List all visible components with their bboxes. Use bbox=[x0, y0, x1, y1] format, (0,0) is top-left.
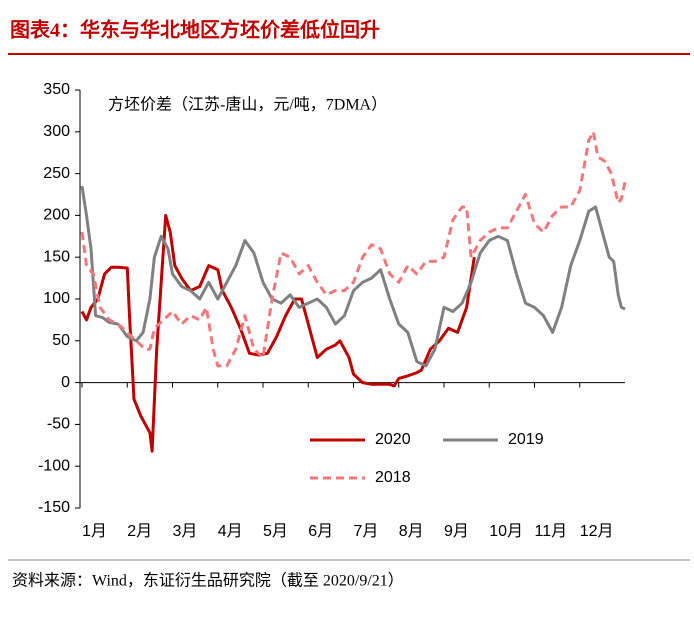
y-tick-label: -50 bbox=[47, 416, 70, 433]
x-tick-label: 9月 bbox=[444, 523, 469, 540]
x-tick-label: 3月 bbox=[173, 523, 198, 540]
x-tick-label: 12月 bbox=[580, 523, 614, 540]
chart-title: 图表4：华东与华北地区方坯价差低位回升 bbox=[10, 18, 380, 42]
x-tick-label: 7月 bbox=[354, 523, 379, 540]
x-tick-label: 2月 bbox=[127, 523, 152, 540]
y-tick-label: -150 bbox=[38, 499, 70, 516]
x-tick-label: 5月 bbox=[263, 523, 288, 540]
y-tick-label: 100 bbox=[43, 290, 70, 307]
legend-label: 2019 bbox=[508, 431, 544, 448]
legend-label: 2020 bbox=[375, 431, 411, 448]
x-tick-label: 4月 bbox=[218, 523, 243, 540]
x-tick-label: 6月 bbox=[308, 523, 333, 540]
y-tick-label: 300 bbox=[43, 123, 70, 140]
legend-label: 2018 bbox=[375, 469, 411, 486]
y-tick-label: -100 bbox=[38, 457, 70, 474]
series-line bbox=[80, 130, 627, 368]
annotation: 方坯价差（江苏-唐山，元/吨，7DMA） bbox=[108, 96, 387, 114]
y-tick-label: 50 bbox=[52, 332, 70, 349]
y-tick-label: 200 bbox=[43, 207, 70, 224]
x-tick-label: 10月 bbox=[489, 523, 523, 540]
x-tick-label: 8月 bbox=[399, 523, 424, 540]
y-tick-label: 0 bbox=[61, 374, 70, 391]
x-tick-label: 11月 bbox=[535, 523, 568, 540]
series-line bbox=[80, 185, 626, 368]
y-tick-label: 150 bbox=[43, 248, 70, 265]
source: 资料来源：Wind，东证衍生品研究院（截至 2020/9/21） bbox=[12, 572, 404, 590]
x-tick-label: 1月 bbox=[82, 523, 107, 540]
y-tick-label: 250 bbox=[43, 165, 70, 182]
y-tick-label: 350 bbox=[43, 81, 70, 98]
